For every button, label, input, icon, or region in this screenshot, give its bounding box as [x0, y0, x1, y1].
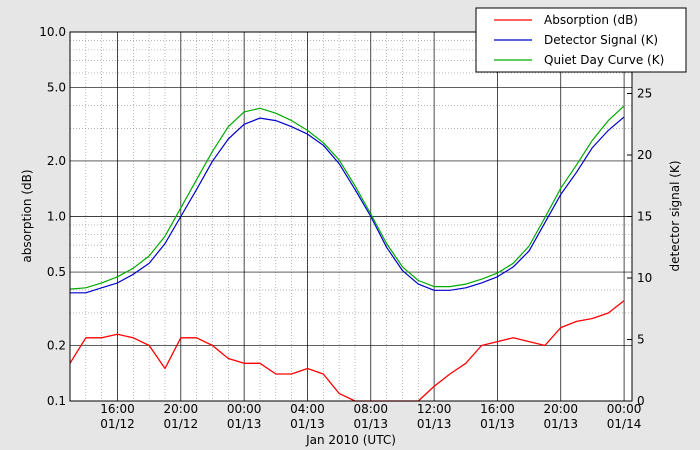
x-tick-label-time: 00:00: [227, 402, 262, 416]
x-tick-label-time: 20:00: [543, 402, 578, 416]
x-tick-label-time: 16:00: [480, 402, 515, 416]
y-left-tick-label: 1.0: [47, 210, 66, 224]
x-tick-label-time: 20:00: [164, 402, 199, 416]
y-left-tick-label: 10.0: [39, 25, 66, 39]
y-right-tick-label: 25: [637, 87, 652, 101]
y-left-tick-label: 0.2: [47, 338, 66, 352]
x-tick-label-time: 08:00: [353, 402, 388, 416]
x-tick-label-date: 01/13: [353, 417, 388, 431]
y-right-tick-label: 0: [637, 394, 645, 408]
legend-entry: Detector Signal (K): [544, 33, 658, 47]
x-tick-label-time: 16:00: [100, 402, 135, 416]
y-left-tick-label: 5.0: [47, 81, 66, 95]
x-tick-label-date: 01/12: [100, 417, 135, 431]
x-tick-label-date: 01/13: [290, 417, 325, 431]
y-axis-right-label: detector signal (K): [668, 160, 682, 271]
y-right-tick-label: 20: [637, 148, 652, 162]
y-left-tick-label: 0.1: [47, 394, 66, 408]
x-tick-label-date: 01/13: [417, 417, 452, 431]
x-tick-label-date: 01/13: [543, 417, 578, 431]
x-tick-label-date: 01/12: [164, 417, 199, 431]
x-axis-label: Jan 2010 (UTC): [305, 433, 396, 447]
series-line-3: [69, 105, 625, 290]
x-tick-label-date: 01/13: [480, 417, 515, 431]
legend-entry: Quiet Day Curve (K): [544, 53, 664, 67]
y-left-tick-label: 2.0: [47, 154, 66, 168]
x-tick-label-time: 00:00: [607, 402, 642, 416]
x-tick-label-date: 01/13: [227, 417, 262, 431]
y-right-tick-label: 10: [637, 271, 652, 285]
x-tick-label-time: 12:00: [417, 402, 452, 416]
series-line-2: [70, 116, 625, 294]
x-tick-label-date: 01/14: [607, 417, 642, 431]
y-right-tick-label: 5: [637, 333, 645, 347]
x-tick-label-time: 04:00: [290, 402, 325, 416]
series-line-1: [69, 300, 625, 402]
legend-entry: Absorption (dB): [544, 13, 638, 27]
y-axis-left-label: absorption (dB): [20, 169, 34, 262]
y-left-tick-label: 0.5: [47, 265, 66, 279]
y-right-tick-label: 15: [637, 210, 652, 224]
